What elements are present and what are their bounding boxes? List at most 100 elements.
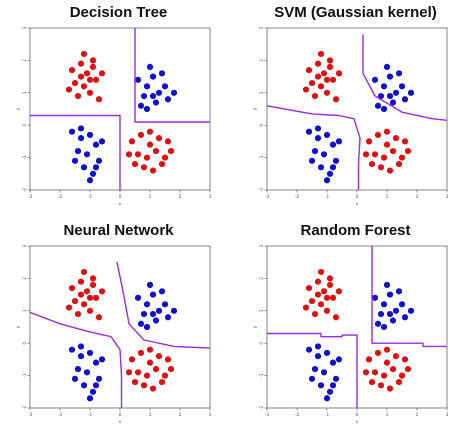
data-point-red — [371, 369, 379, 376]
data-point-blue — [329, 164, 337, 171]
y-tick-label: 2 — [259, 59, 265, 62]
data-point-red — [77, 291, 85, 298]
data-point-red — [131, 160, 139, 168]
data-point-red — [146, 359, 154, 366]
data-point-red — [335, 288, 343, 295]
data-point-red — [143, 372, 151, 379]
x-tick-label: -1 — [88, 412, 93, 418]
chart-title: Decision Tree — [69, 4, 168, 21]
data-point-red — [326, 275, 334, 282]
y-tick-label: 0 — [22, 124, 28, 127]
plot-frame — [29, 245, 211, 409]
data-point-red — [65, 304, 73, 311]
x-tick-label: 0 — [356, 194, 359, 200]
y-tick-label: -1 — [259, 373, 265, 378]
data-point-red — [308, 79, 316, 87]
data-point-red — [380, 154, 388, 161]
data-point-red — [149, 385, 157, 392]
data-point-blue — [86, 177, 94, 184]
data-point-blue — [308, 157, 316, 164]
data-point-blue — [149, 73, 157, 80]
data-point-blue — [374, 102, 382, 109]
panel-random-forest: Random Forest -3 -2 -1 0 1 2 3 -2 -1 0 1 2 3 x y — [237, 218, 474, 436]
data-point-blue — [134, 294, 142, 301]
data-point-blue — [395, 288, 403, 295]
data-point-red — [71, 297, 79, 305]
data-point-blue — [311, 148, 319, 155]
data-point-red — [65, 86, 73, 93]
x-tick-label: 1 — [386, 194, 389, 200]
data-point-red — [146, 346, 154, 353]
data-point-red — [404, 366, 412, 373]
data-point-blue — [170, 307, 178, 314]
y-tick-label: 3 — [259, 244, 265, 247]
data-point-red — [323, 307, 331, 314]
data-point-red — [398, 372, 406, 379]
data-point-blue — [377, 92, 385, 100]
decision-boundary — [30, 114, 121, 190]
data-point-red — [164, 356, 172, 363]
data-point-blue — [398, 301, 406, 308]
data-point-blue — [143, 323, 151, 331]
x-axis-label: x — [356, 420, 359, 425]
x-tick-label: 0 — [356, 412, 359, 418]
data-point-red — [86, 89, 94, 96]
data-point-blue — [389, 317, 397, 324]
y-axis-label: y — [16, 107, 21, 110]
x-tick-label: 3 — [209, 194, 212, 200]
y-tick-label: 1 — [259, 91, 265, 94]
data-point-red — [89, 275, 97, 282]
data-point-red — [80, 50, 88, 58]
data-point-blue — [383, 63, 391, 70]
data-point-red — [89, 63, 97, 70]
data-point-blue — [389, 99, 397, 106]
data-point-red — [134, 151, 142, 158]
data-point-red — [125, 151, 133, 158]
data-point-red — [86, 294, 94, 301]
data-point-blue — [155, 307, 163, 314]
data-point-red — [317, 268, 325, 276]
data-point-blue — [317, 164, 325, 171]
data-point-blue — [137, 102, 145, 109]
data-point-red — [137, 131, 145, 139]
data-point-blue — [83, 369, 91, 376]
data-point-red — [86, 307, 94, 314]
panel-neural-network: Neural Network -3 -2 -1 0 1 2 3 -2 -1 0 1 2 3 x y — [0, 218, 237, 436]
data-point-blue — [143, 83, 151, 90]
x-tick-label: -2 — [58, 194, 63, 200]
data-point-red — [92, 294, 100, 301]
data-point-red — [401, 138, 409, 145]
data-point-blue — [86, 395, 94, 402]
data-point-red — [83, 70, 91, 77]
y-tick-label: 1 — [259, 309, 265, 312]
data-point-red — [383, 346, 391, 353]
data-point-blue — [332, 157, 340, 164]
data-point-blue — [98, 138, 106, 145]
data-point-red — [374, 131, 382, 139]
x-tick-label: -1 — [88, 194, 93, 200]
data-point-red — [317, 50, 325, 58]
data-point-red — [80, 301, 88, 308]
x-tick-label: -3 — [28, 412, 33, 418]
data-point-blue — [92, 141, 100, 148]
data-point-red — [89, 57, 97, 64]
data-point-blue — [314, 135, 322, 142]
data-point-red — [68, 67, 76, 74]
data-point-blue — [326, 170, 334, 177]
data-point-red — [86, 76, 94, 83]
data-point-red — [158, 160, 166, 168]
data-point-red — [149, 167, 157, 174]
data-point-blue — [311, 366, 319, 373]
data-point-blue — [317, 382, 325, 389]
data-point-blue — [86, 131, 94, 139]
data-point-red — [140, 164, 148, 171]
x-tick-label: 2 — [416, 194, 419, 200]
data-point-red — [89, 281, 97, 288]
data-point-blue — [335, 356, 343, 363]
data-point-red — [80, 83, 88, 90]
data-point-red — [92, 76, 100, 83]
decision-boundary — [267, 332, 358, 408]
data-point-blue — [71, 375, 79, 382]
